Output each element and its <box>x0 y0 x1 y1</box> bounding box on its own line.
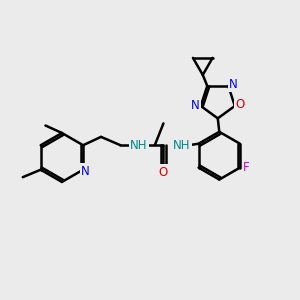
Text: O: O <box>236 98 245 111</box>
Text: NH: NH <box>173 139 191 152</box>
Text: NH: NH <box>130 139 148 152</box>
Text: N: N <box>81 165 90 178</box>
Text: N: N <box>191 100 200 112</box>
Text: O: O <box>159 166 168 178</box>
Text: F: F <box>243 161 250 174</box>
Text: N: N <box>229 78 238 91</box>
